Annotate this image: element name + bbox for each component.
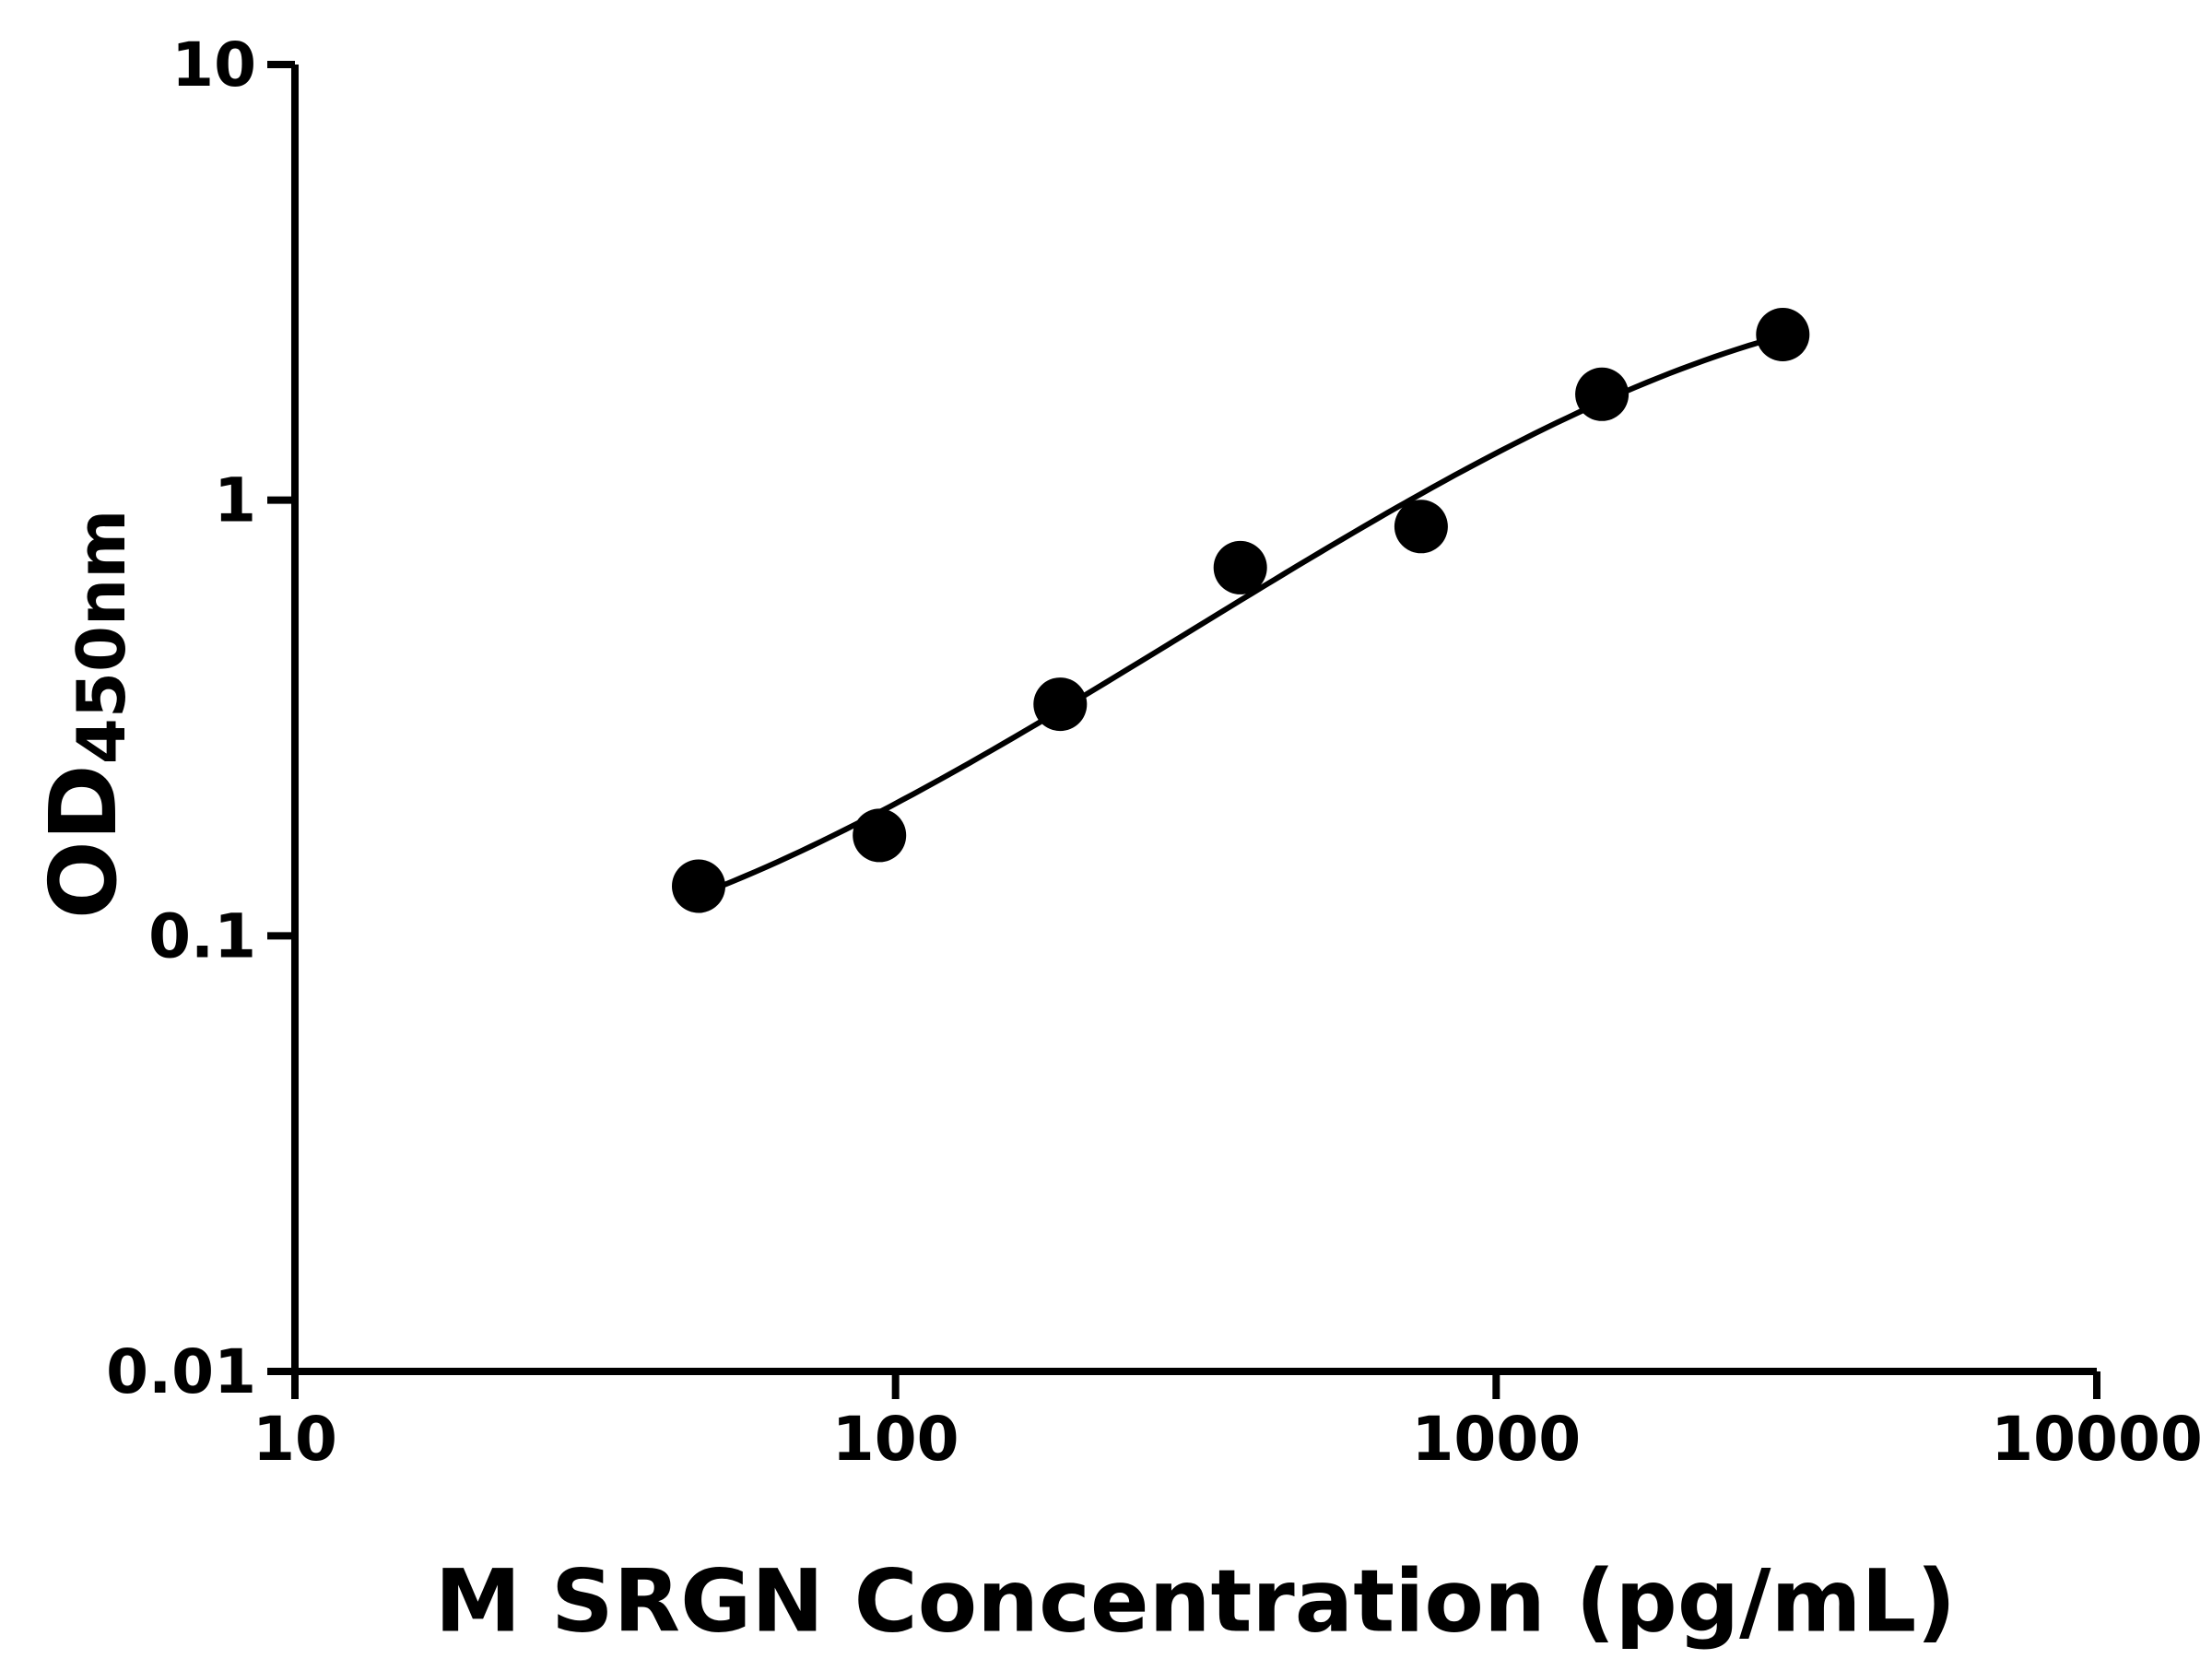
x-tick-label: 10 (253, 1404, 337, 1475)
data-point (1213, 540, 1267, 594)
x-tick-label: 1000 (1411, 1404, 1581, 1475)
x-axis-title: M SRGN Concentration (pg/mL) (434, 1551, 1957, 1653)
y-tick-label: 0.1 (148, 900, 256, 971)
data-point (672, 859, 725, 913)
y-tick-label: 0.01 (106, 1336, 256, 1407)
y-axis-title-main: OD (29, 764, 137, 920)
x-tick-label: 10000 (1991, 1404, 2203, 1475)
y-tick-label: 1 (214, 465, 256, 536)
fit-curve (696, 333, 1786, 899)
y-tick-label: 10 (171, 29, 256, 100)
data-point (1756, 308, 1810, 361)
y-axis-title: OD450nm (29, 510, 140, 920)
y-axis-title-subscript: 450nm (63, 509, 140, 765)
data-point (853, 808, 907, 863)
data-point (1394, 500, 1448, 554)
data-point (1575, 367, 1630, 421)
data-point (1033, 677, 1088, 732)
x-tick-label: 100 (832, 1404, 959, 1475)
